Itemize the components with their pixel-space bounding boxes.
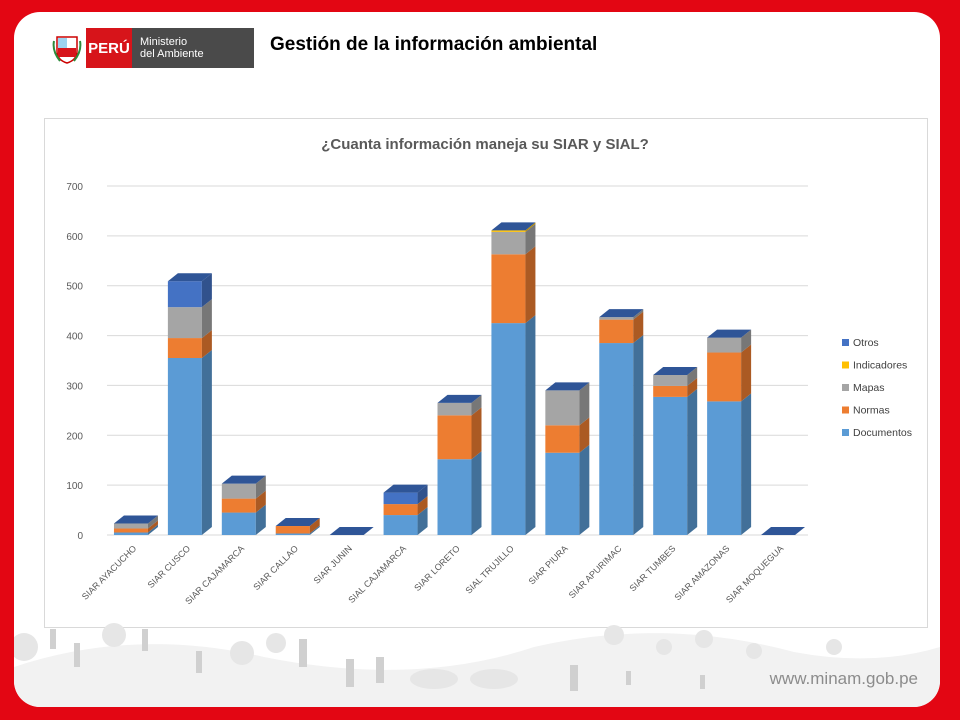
y-tick-label: 100 (66, 481, 83, 492)
x-tick-label: SIAR AMAZONAS (672, 543, 731, 602)
x-tick-label: SIAL TRUJILLO (463, 543, 515, 595)
chart-title: ¿Cuanta información maneja su SIAR y SIA… (321, 136, 649, 153)
x-tick-label: SIAR CAJAMARCA (183, 543, 246, 606)
legend-item: Indicadores (842, 360, 907, 372)
y-tick-label: 400 (66, 332, 83, 343)
bar-segment (491, 315, 536, 535)
bar-segment (599, 311, 644, 344)
bar-segment (707, 393, 752, 535)
bar-top (383, 484, 428, 493)
bar-segment (167, 273, 212, 308)
bar-segment (437, 407, 482, 460)
bar-top (329, 527, 374, 535)
bar-segment (221, 504, 266, 535)
y-tick-label: 500 (66, 282, 83, 293)
minam-logo: PERÚ Ministerio del Ambiente (48, 28, 254, 68)
svg-text:Mapas: Mapas (853, 382, 885, 394)
slide-title: Gestión de la información ambiental (270, 34, 598, 55)
legend-item: Otros (842, 337, 879, 349)
bar-segment (707, 344, 752, 402)
bar-segment (491, 222, 536, 232)
bar-top (437, 394, 482, 403)
bar-top (167, 273, 212, 282)
bar-segment (383, 484, 428, 505)
bar-segment (167, 330, 212, 359)
decorative-landscape (14, 623, 940, 707)
bar-segment (221, 490, 266, 513)
bar-top (113, 515, 158, 524)
bar-segment (167, 350, 212, 535)
footer-url: www.minam.gob.pe (769, 669, 918, 688)
bar-top (491, 222, 536, 231)
y-tick-label: 300 (66, 381, 83, 392)
bar-segment (599, 309, 644, 320)
bar-top (599, 309, 644, 318)
bar-segment (653, 377, 698, 397)
chart-frame: ¿Cuanta información maneja su SIAR y SIA… (44, 118, 928, 628)
y-tick-label: 600 (66, 232, 83, 243)
bar-segment (545, 382, 590, 426)
y-tick-label: 0 (77, 531, 83, 542)
bar-segment (275, 525, 320, 535)
legend-item: Mapas (842, 382, 885, 394)
bar-segment (437, 394, 482, 416)
bar-segment (653, 366, 698, 386)
svg-text:Normas: Normas (853, 405, 890, 417)
bar-segment (383, 507, 428, 535)
bar-top (275, 518, 320, 527)
bar-segment (545, 417, 590, 453)
svg-text:Otros: Otros (853, 337, 879, 349)
bar-top (221, 475, 266, 484)
bar-top (707, 329, 752, 338)
logo-ministry: Ministerio del Ambiente (132, 28, 254, 68)
bar-segment (437, 451, 482, 535)
x-tick-label: SIAL CAJAMARCA (346, 543, 408, 605)
x-tick-label: SIAR MOQUEGUA (724, 543, 786, 605)
bar-segment (275, 518, 320, 534)
bar-segment (491, 246, 536, 324)
bar-segment (113, 524, 158, 535)
x-tick-label: SIAR CALLAO (251, 543, 300, 592)
bar-segment (599, 335, 644, 535)
svg-text:Documentos: Documentos (853, 427, 912, 439)
legend-item: Normas (842, 405, 890, 417)
coat-of-arms-icon (48, 28, 86, 68)
legend-item: Documentos (842, 427, 912, 439)
x-tick-label: SIAR AYACUCHO (80, 543, 138, 601)
y-tick-label: 700 (66, 182, 83, 193)
stacked-bar-chart: ¿Cuanta información maneja su SIAR y SIA… (66, 136, 912, 606)
bar-segment (113, 515, 158, 529)
bar-segment (113, 520, 158, 533)
x-tick-label: SIAR JUNIN (312, 543, 354, 585)
logo-peru: PERÚ (86, 28, 132, 68)
logo-ministry-line1: Ministerio (140, 36, 188, 48)
x-tick-label: SIAR CUSCO (146, 543, 193, 590)
bar-segment (221, 475, 266, 499)
bar-segment (167, 299, 212, 339)
bar-segment (545, 444, 590, 535)
bar-segment (653, 388, 698, 535)
x-tick-label: SIAR LORETO (412, 543, 462, 593)
y-tick-label: 200 (66, 431, 83, 442)
x-tick-label: SIAR APURIMAC (567, 543, 624, 600)
slide: PERÚ Ministerio del Ambiente Gestión de … (14, 12, 940, 707)
svg-text:Indicadores: Indicadores (853, 360, 907, 372)
bar-top (545, 382, 590, 391)
bar-segment (383, 496, 428, 516)
x-tick-label: SIAR TUMBES (628, 543, 678, 593)
bar-top (653, 366, 698, 375)
x-tick-label: SIAR PIURA (527, 543, 570, 586)
bar-top (761, 527, 806, 535)
bar-segment (707, 329, 752, 353)
logo-ministry-line2: del Ambiente (140, 48, 204, 60)
bar-segment (491, 223, 536, 255)
